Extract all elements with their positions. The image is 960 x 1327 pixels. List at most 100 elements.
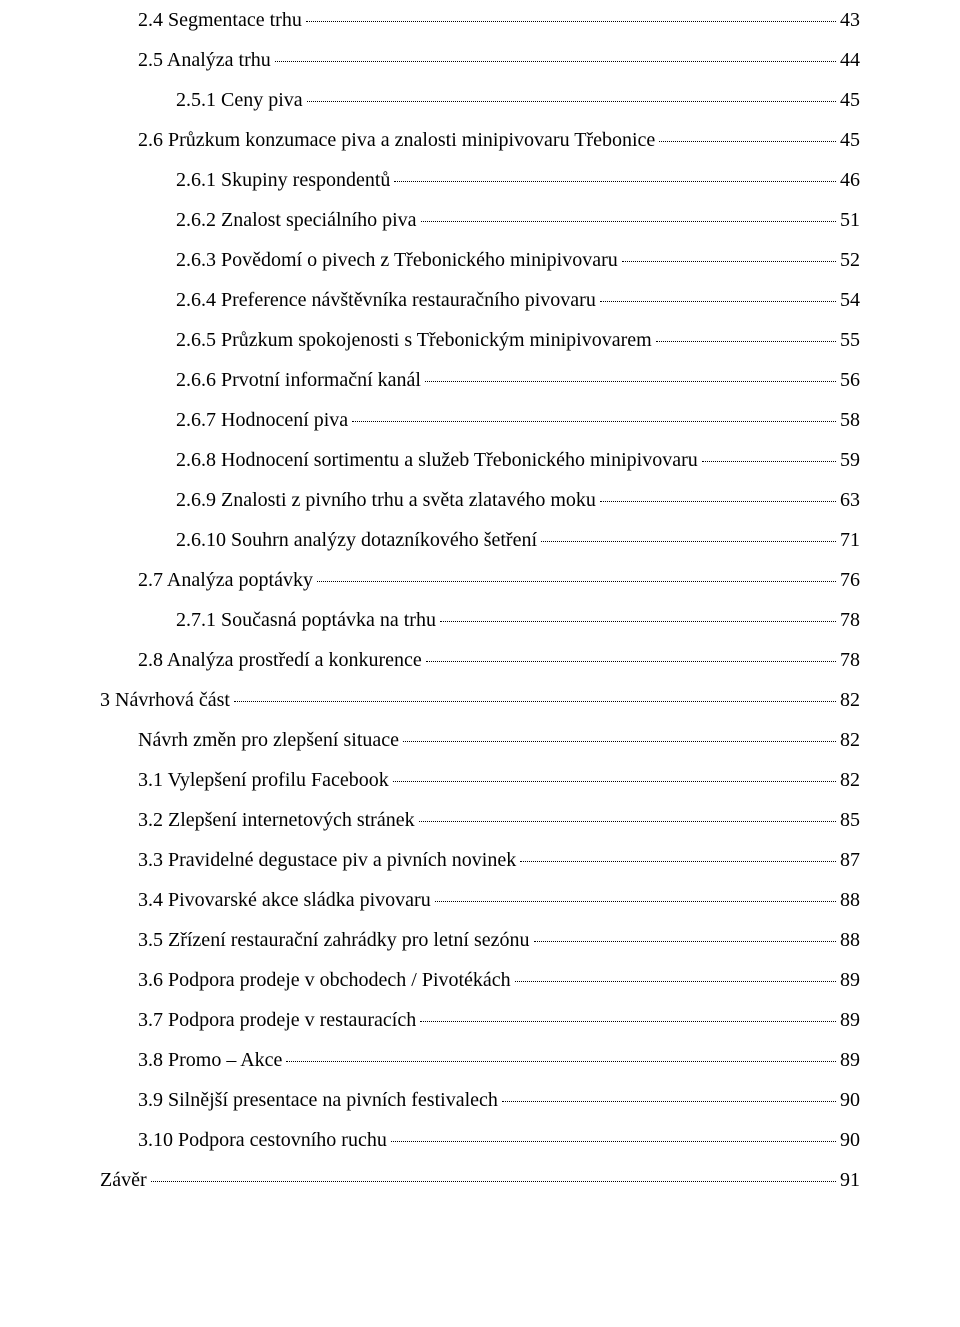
toc-entry: 3.9 Silnější presentace na pivních festi…: [100, 1090, 860, 1110]
toc-entry-label: 2.6.8 Hodnocení sortimentu a služeb Třeb…: [176, 450, 698, 470]
toc-entry: Návrh změn pro zlepšení situace 82: [100, 730, 860, 750]
toc-entry: 2.6 Průzkum konzumace piva a znalosti mi…: [100, 130, 860, 150]
toc-entry: 2.6.10 Souhrn analýzy dotazníkového šetř…: [100, 530, 860, 550]
toc-leader-dots: [352, 420, 836, 422]
toc-entry-page: 85: [840, 810, 860, 830]
toc-entry-label: 2.4 Segmentace trhu: [138, 10, 302, 30]
toc-entry-page: 51: [840, 210, 860, 230]
toc-entry-page: 56: [840, 370, 860, 390]
toc-entry-label: 2.7.1 Současná poptávka na trhu: [176, 610, 436, 630]
toc-entry-page: 43: [840, 10, 860, 30]
toc-leader-dots: [393, 780, 836, 782]
toc-entry: 2.6.2 Znalost speciálního piva51: [100, 210, 860, 230]
toc-leader-dots: [394, 180, 836, 182]
toc-leader-dots: [702, 460, 836, 462]
toc-entry-page: 82: [840, 690, 860, 710]
toc-leader-dots: [426, 660, 836, 662]
toc-leader-dots: [600, 300, 836, 302]
toc-entry-page: 87: [840, 850, 860, 870]
toc-entry-label: 2.6.5 Průzkum spokojenosti s Třebonickým…: [176, 330, 652, 350]
toc-leader-dots: [151, 1180, 836, 1182]
toc-leader-dots: [306, 20, 836, 22]
toc-entry-page: 71: [840, 530, 860, 550]
toc-leader-dots: [286, 1060, 836, 1062]
toc-entry-label: 3.2 Zlepšení internetových stránek: [138, 810, 415, 830]
toc-entry: 3.1 Vylepšení profilu Facebook 82: [100, 770, 860, 790]
toc-list: 2.4 Segmentace trhu432.5 Analýza trhu442…: [100, 10, 860, 1190]
toc-leader-dots: [534, 940, 836, 942]
toc-entry: 3.6 Podpora prodeje v obchodech / Pivoté…: [100, 970, 860, 990]
toc-entry-page: 52: [840, 250, 860, 270]
toc-leader-dots: [541, 540, 836, 542]
toc-entry: 3.2 Zlepšení internetových stránek 85: [100, 810, 860, 830]
toc-entry-label: 2.6.6 Prvotní informační kanál: [176, 370, 421, 390]
toc-entry: 3.4 Pivovarské akce sládka pivovaru88: [100, 890, 860, 910]
toc-entry-page: 63: [840, 490, 860, 510]
toc-entry-label: 3.8 Promo – Akce: [138, 1050, 282, 1070]
toc-entry: 3.10 Podpora cestovního ruchu 90: [100, 1130, 860, 1150]
toc-entry-label: 3.3 Pravidelné degustace piv a pivních n…: [138, 850, 516, 870]
toc-entry-label: 3 Návrhová část: [100, 690, 230, 710]
toc-entry-page: 82: [840, 730, 860, 750]
toc-entry-page: 82: [840, 770, 860, 790]
toc-leader-dots: [440, 620, 836, 622]
toc-entry-label: 3.10 Podpora cestovního ruchu: [138, 1130, 387, 1150]
toc-entry-label: 2.6.1 Skupiny respondentů: [176, 170, 390, 190]
toc-entry-page: 45: [840, 90, 860, 110]
toc-entry-page: 44: [840, 50, 860, 70]
toc-leader-dots: [275, 60, 836, 62]
toc-entry: 2.6.1 Skupiny respondentů 46: [100, 170, 860, 190]
toc-entry-label: 2.6.10 Souhrn analýzy dotazníkového šetř…: [176, 530, 537, 550]
toc-entry-label: Návrh změn pro zlepšení situace: [138, 730, 399, 750]
toc-leader-dots: [421, 220, 836, 222]
toc-entry-label: 3.4 Pivovarské akce sládka pivovaru: [138, 890, 431, 910]
toc-entry: Závěr 91: [100, 1170, 860, 1190]
toc-leader-dots: [403, 740, 836, 742]
toc-leader-dots: [656, 340, 836, 342]
toc-leader-dots: [435, 900, 836, 902]
toc-entry-label: Závěr: [100, 1170, 147, 1190]
toc-leader-dots: [600, 500, 836, 502]
toc-entry: 2.6.5 Průzkum spokojenosti s Třebonickým…: [100, 330, 860, 350]
toc-entry-page: 89: [840, 1050, 860, 1070]
toc-entry: 2.6.8 Hodnocení sortimentu a služeb Třeb…: [100, 450, 860, 470]
toc-entry-label: 2.8 Analýza prostředí a konkurence: [138, 650, 422, 670]
toc-entry-label: 2.6.3 Povědomí o pivech z Třebonického m…: [176, 250, 618, 270]
toc-leader-dots: [391, 1140, 836, 1142]
toc-entry-label: 2.5.1 Ceny piva: [176, 90, 303, 110]
toc-entry-page: 45: [840, 130, 860, 150]
toc-entry-label: 3.1 Vylepšení profilu Facebook: [138, 770, 389, 790]
toc-entry-label: 3.9 Silnější presentace na pivních festi…: [138, 1090, 498, 1110]
toc-entry-label: 2.6.4 Preference návštěvníka restaurační…: [176, 290, 596, 310]
toc-entry-label: 3.6 Podpora prodeje v obchodech / Pivoté…: [138, 970, 511, 990]
toc-entry-page: 89: [840, 1010, 860, 1030]
toc-entry-page: 46: [840, 170, 860, 190]
toc-entry-page: 91: [840, 1170, 860, 1190]
toc-entry-page: 90: [840, 1130, 860, 1150]
toc-leader-dots: [520, 860, 836, 862]
toc-entry: 2.5.1 Ceny piva 45: [100, 90, 860, 110]
toc-entry: 2.8 Analýza prostředí a konkurence78: [100, 650, 860, 670]
toc-entry-label: 2.5 Analýza trhu: [138, 50, 271, 70]
toc-entry: 3.3 Pravidelné degustace piv a pivních n…: [100, 850, 860, 870]
toc-leader-dots: [317, 580, 836, 582]
toc-leader-dots: [307, 100, 836, 102]
toc-leader-dots: [502, 1100, 836, 1102]
toc-entry-page: 90: [840, 1090, 860, 1110]
toc-leader-dots: [659, 140, 836, 142]
toc-entry: 2.7.1 Současná poptávka na trhu78: [100, 610, 860, 630]
toc-entry-page: 88: [840, 930, 860, 950]
toc-entry: 2.6.6 Prvotní informační kanál 56: [100, 370, 860, 390]
toc-entry-page: 54: [840, 290, 860, 310]
toc-entry: 2.5 Analýza trhu 44: [100, 50, 860, 70]
toc-entry: 2.6.7 Hodnocení piva58: [100, 410, 860, 430]
toc-entry-page: 55: [840, 330, 860, 350]
toc-entry: 3.5 Zřízení restaurační zahrádky pro let…: [100, 930, 860, 950]
toc-entry: 2.7 Analýza poptávky76: [100, 570, 860, 590]
toc-leader-dots: [234, 700, 836, 702]
toc-entry: 3.7 Podpora prodeje v restauracích89: [100, 1010, 860, 1030]
toc-entry: 2.6.9 Znalosti z pivního trhu a světa zl…: [100, 490, 860, 510]
toc-entry: 2.6.4 Preference návštěvníka restaurační…: [100, 290, 860, 310]
toc-entry-label: 2.7 Analýza poptávky: [138, 570, 313, 590]
toc-page: 2.4 Segmentace trhu432.5 Analýza trhu442…: [0, 0, 960, 1327]
